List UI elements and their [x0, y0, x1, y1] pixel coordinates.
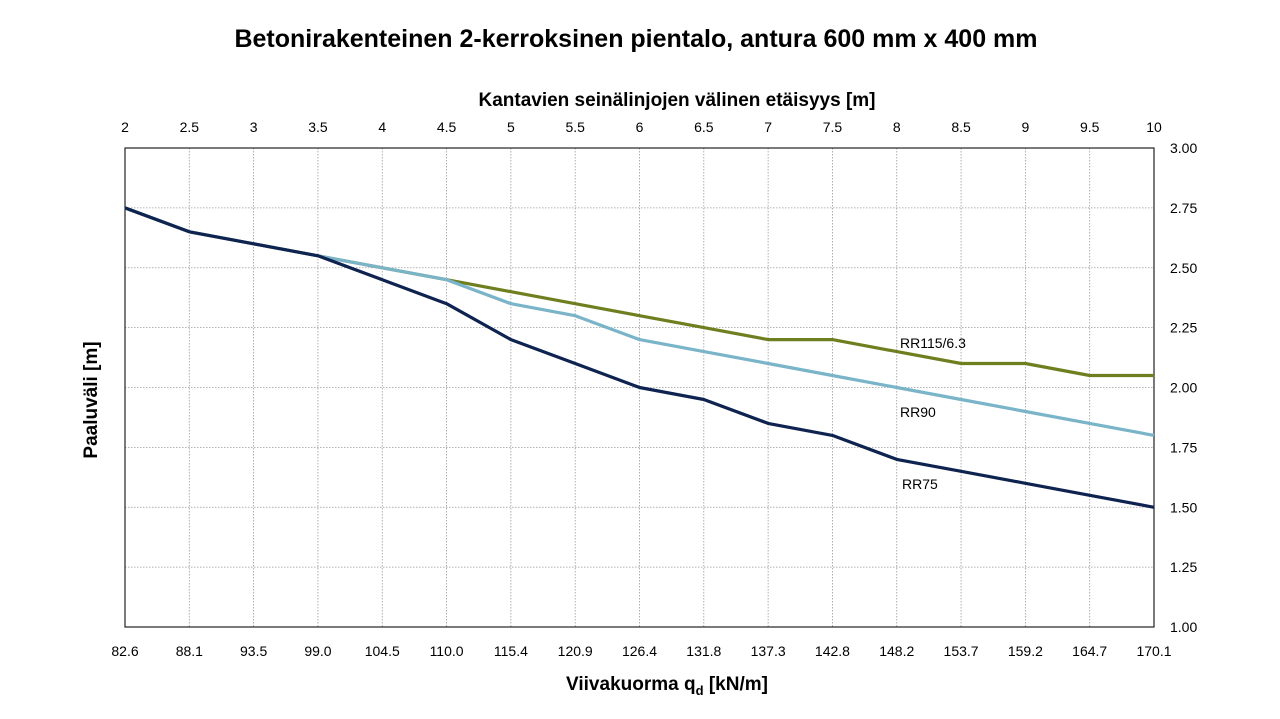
x-axis-top-title: Kantavien seinälinjojen välinen etäisyys…: [478, 90, 875, 111]
x-bottom-tick-label: 88.1: [176, 643, 203, 659]
x-bottom-tick-label: 82.6: [111, 643, 138, 659]
series-labels: RR115/6.3 RR90 RR75: [900, 335, 966, 492]
x-axis-bottom-title-main: Viivakuorma q: [566, 674, 696, 695]
y-tick-label: 2.75: [1170, 200, 1197, 216]
x-top-tick-label: 6: [636, 119, 644, 135]
x-bottom-tick-label: 148.2: [879, 643, 914, 659]
x-bottom-tick-label: 104.5: [365, 643, 400, 659]
x-top-tick-label: 9: [1021, 119, 1029, 135]
y-tick-label: 1.25: [1170, 559, 1197, 575]
x-top-tick-label: 10: [1146, 119, 1162, 135]
x-axis-bottom-title: Viivakuorma qd [kN/m]: [566, 674, 768, 698]
plot-area-frame: [124, 147, 1155, 628]
x-top-tick-label: 8: [893, 119, 901, 135]
x-axis-bottom-title-subscript: d: [696, 683, 704, 698]
y-tick-label: 1.50: [1170, 499, 1197, 515]
series-label-rr90: RR90: [900, 404, 936, 420]
y-axis-title: Paaluväli [m]: [81, 341, 102, 458]
tick-labels: 2 82.6 2.5 88.1 3 93.5 3.5 99.0 4 104.5 4.5 110.0 5 1…: [111, 119, 1197, 659]
x-top-tick-label: 3.5: [308, 119, 328, 135]
x-top-tick-label: 4: [378, 119, 386, 135]
grid: [124, 147, 1155, 628]
x-top-tick-label: 5: [507, 119, 515, 135]
y-tick-label: 1.75: [1170, 439, 1197, 455]
x-bottom-tick-label: 164.7: [1072, 643, 1107, 659]
x-top-tick-label: 4.5: [437, 119, 457, 135]
x-top-tick-label: 2.5: [180, 119, 200, 135]
x-top-tick-label: 3: [250, 119, 258, 135]
x-bottom-tick-label: 131.8: [686, 643, 721, 659]
x-bottom-tick-label: 126.4: [622, 643, 657, 659]
x-bottom-tick-label: 99.0: [304, 643, 331, 659]
x-top-tick-label: 8.5: [951, 119, 971, 135]
x-top-tick-label: 5.5: [565, 119, 585, 135]
x-bottom-tick-label: 170.1: [1136, 643, 1171, 659]
y-tick-label: 2.25: [1170, 320, 1197, 336]
x-axis-bottom-title-unit: [kN/m]: [704, 674, 768, 695]
x-bottom-tick-label: 153.7: [944, 643, 979, 659]
x-bottom-tick-label: 159.2: [1008, 643, 1043, 659]
x-bottom-tick-label: 142.8: [815, 643, 850, 659]
series-line-rr75: [124, 206, 1155, 509]
y-tick-label: 2.00: [1170, 380, 1197, 396]
series-lines: [124, 206, 1155, 509]
y-tick-label: 2.50: [1170, 260, 1197, 276]
series-label-rr75: RR75: [902, 476, 938, 492]
x-top-tick-label: 7.5: [823, 119, 843, 135]
x-bottom-tick-label: 115.4: [494, 643, 528, 659]
y-tick-label: 1.00: [1170, 619, 1197, 635]
x-bottom-tick-label: 137.3: [751, 643, 786, 659]
x-bottom-tick-label: 110.0: [430, 643, 464, 659]
y-tick-label: 3.00: [1170, 140, 1197, 156]
series-label-rr115-6-3: RR115/6.3: [900, 335, 966, 351]
x-bottom-tick-label: 120.9: [558, 643, 593, 659]
x-top-tick-label: 2: [121, 119, 129, 135]
x-top-tick-label: 7: [764, 119, 772, 135]
x-top-tick-label: 9.5: [1080, 119, 1100, 135]
x-top-tick-label: 6.5: [694, 119, 714, 135]
chart-title: Betonirakenteinen 2-kerroksinen pientalo…: [234, 25, 1037, 53]
x-bottom-tick-label: 93.5: [240, 643, 267, 659]
